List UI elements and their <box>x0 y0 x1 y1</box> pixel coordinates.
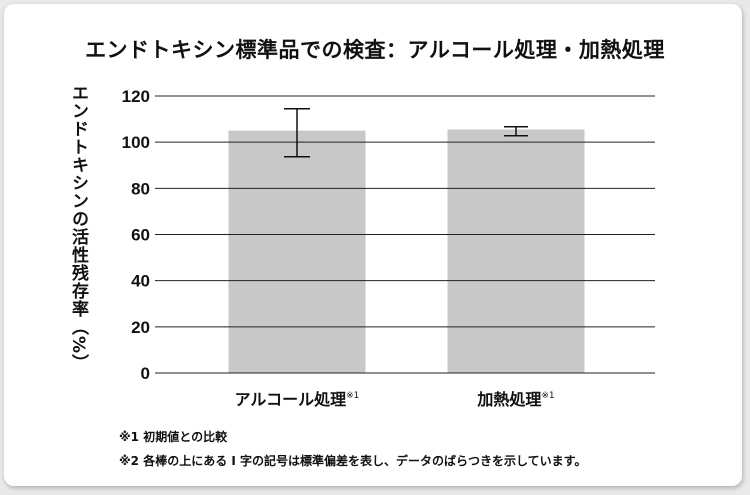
y-tick-label: 20 <box>131 318 150 337</box>
y-tick-label: 120 <box>122 87 150 106</box>
x-tick-label: アルコール処理※1 <box>235 390 360 409</box>
y-tick-label: 60 <box>131 226 150 245</box>
x-tick-label: 加熱処理※1 <box>476 390 554 409</box>
chart-card <box>4 4 742 486</box>
footnote-mark: ※1 <box>541 391 554 401</box>
y-tick-label: 80 <box>131 179 150 198</box>
bar <box>228 130 366 373</box>
y-tick-label: 40 <box>131 272 150 291</box>
y-tick-label: 0 <box>141 364 150 383</box>
bar <box>447 129 585 373</box>
y-axis-label: エンドトキシンの活性残存率（%） <box>68 84 88 373</box>
footnote-1: ※1 初期値との比較 <box>119 430 228 444</box>
chart-title: エンドトキシン標準品での検査：アルコール処理・加熱処理 <box>85 38 665 62</box>
y-tick-label: 100 <box>122 133 150 152</box>
footnote-2: ※2 各棒の上にある I 字の記号は標準偏差を表し、データのばらつきを示していま… <box>119 454 587 468</box>
footnote-mark: ※1 <box>346 391 359 401</box>
